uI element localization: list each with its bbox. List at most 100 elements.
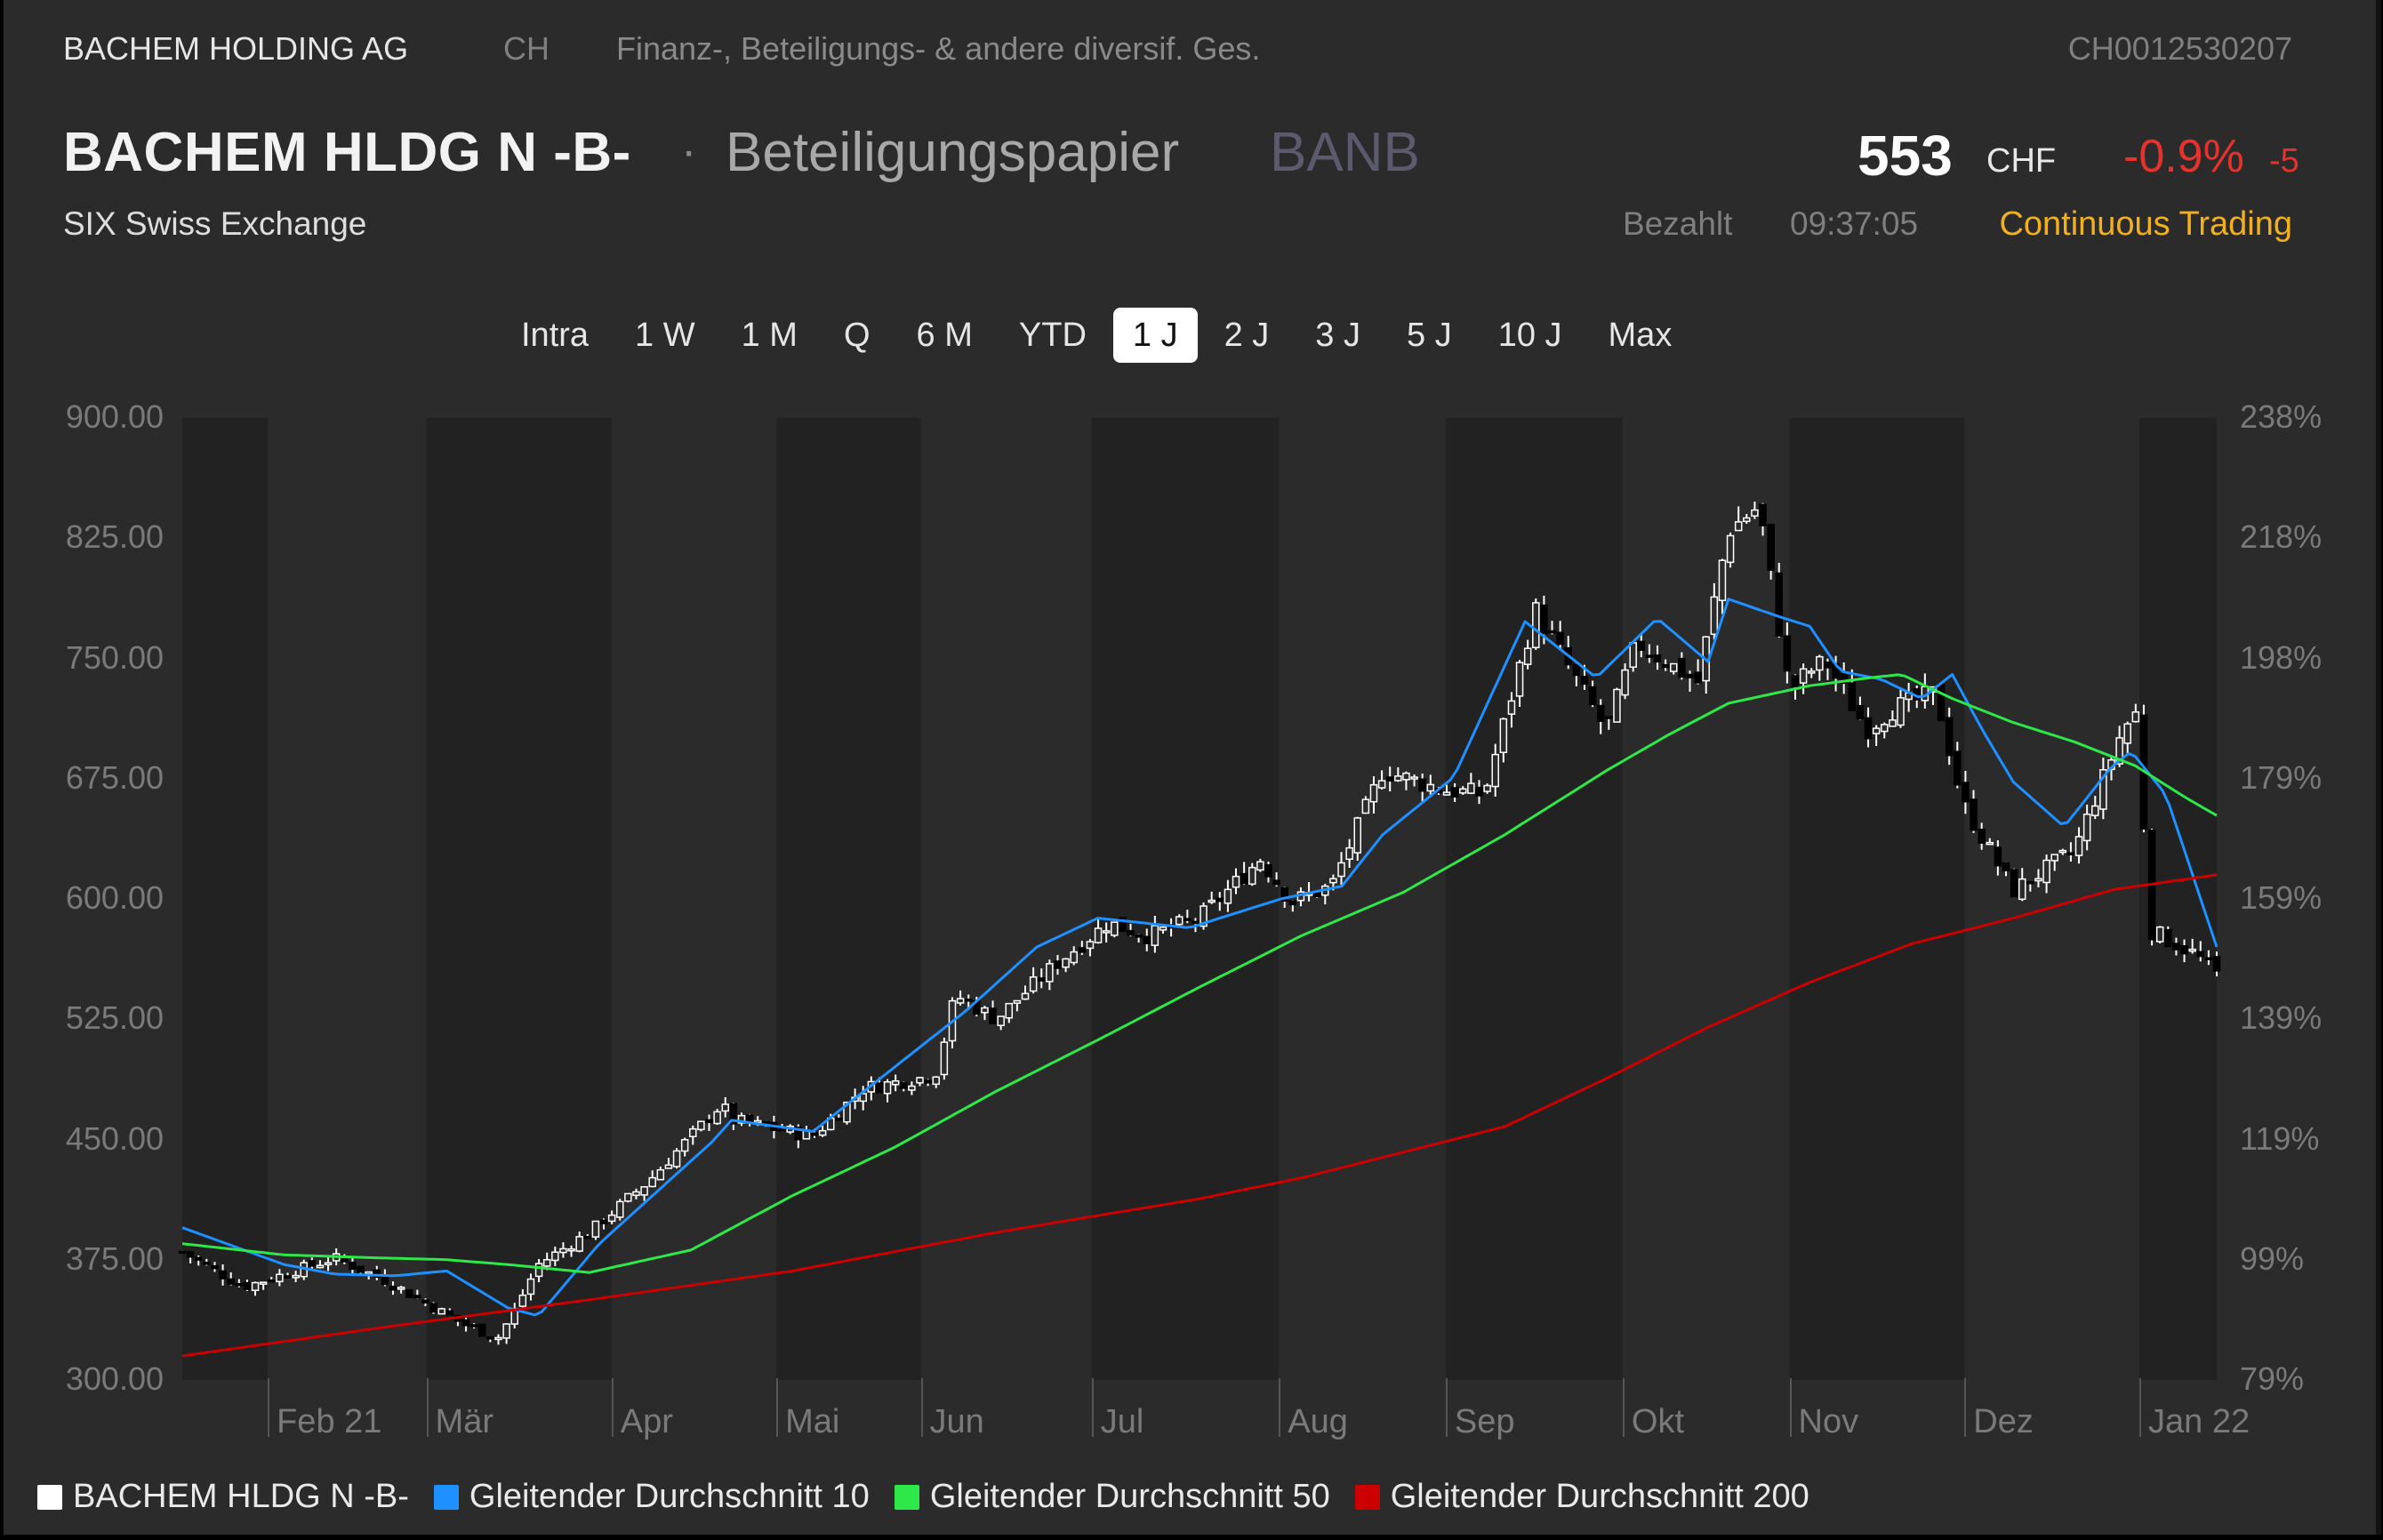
candle-down xyxy=(729,1103,738,1125)
x-tick-label: Jul xyxy=(1100,1403,1144,1440)
candle-up xyxy=(607,1214,616,1223)
month-band xyxy=(182,418,269,1380)
price-time: 09:37:05 xyxy=(1790,205,1919,242)
y-tick-label: 600.00 xyxy=(65,879,164,916)
candle-up xyxy=(664,1164,673,1169)
month-band xyxy=(611,418,777,1380)
candle-up xyxy=(397,1287,405,1290)
x-tick-label: Mai xyxy=(785,1403,840,1440)
legend-item-price[interactable]: BACHEM HLDG N -B- xyxy=(37,1478,409,1516)
month-band xyxy=(268,418,427,1380)
candle-down xyxy=(1791,675,1800,687)
candle-up xyxy=(721,1103,729,1112)
range-button-1w[interactable]: 1 W xyxy=(635,317,695,354)
candle-up xyxy=(1151,925,1159,946)
candle-down xyxy=(924,1079,932,1084)
legend-label: Gleitender Durchschnitt 10 xyxy=(469,1478,870,1515)
candle-up xyxy=(1102,930,1111,934)
candle-up xyxy=(615,1200,624,1218)
candle-up xyxy=(1986,841,1994,846)
change-percent: -0.9% xyxy=(2123,131,2244,182)
candle-up xyxy=(891,1080,900,1086)
candle-down xyxy=(268,1279,276,1283)
range-button-max[interactable]: Max xyxy=(1608,317,1673,354)
candle-up xyxy=(2131,711,2140,723)
range-button-q[interactable]: Q xyxy=(843,317,871,354)
candle-up xyxy=(1807,670,1816,674)
range-button-3j[interactable]: 3 J xyxy=(1315,317,1360,354)
candle-down xyxy=(1962,782,1970,803)
candle-up xyxy=(365,1271,373,1275)
candle-down xyxy=(1694,671,1702,684)
candle-down xyxy=(989,1007,997,1025)
candle-up xyxy=(1621,669,1629,696)
legend-swatch-icon xyxy=(433,1484,459,1510)
y-tick-label: 750.00 xyxy=(65,638,164,676)
candle-down xyxy=(478,1323,486,1337)
range-button-5j[interactable]: 5 J xyxy=(1407,317,1452,354)
candle-up xyxy=(292,1274,300,1279)
candle-down xyxy=(2172,942,2180,950)
candle-down xyxy=(705,1119,713,1124)
candle-down xyxy=(1840,672,1848,685)
candle-up xyxy=(713,1111,721,1125)
candle-up xyxy=(680,1139,689,1152)
candle-up xyxy=(1734,521,1743,532)
last-price: 553 xyxy=(1857,124,1953,188)
legend-label: BACHEM HLDG N -B- xyxy=(73,1478,409,1515)
candle-up xyxy=(656,1169,665,1181)
candle-up xyxy=(324,1262,333,1266)
candle-up xyxy=(1337,862,1345,878)
candle-down xyxy=(243,1281,252,1290)
range-button-6m[interactable]: 6 M xyxy=(916,317,973,354)
legend-item-ma200[interactable]: Gleitender Durchschnitt 200 xyxy=(1354,1478,1809,1516)
company-name: BACHEM HOLDING AG xyxy=(63,30,409,67)
legend-label: Gleitender Durchschnitt 50 xyxy=(929,1478,1330,1515)
candle-up xyxy=(1402,772,1410,781)
range-button-intra[interactable]: Intra xyxy=(521,317,590,354)
candle-down xyxy=(875,1082,884,1094)
range-button-1j[interactable]: 1 J xyxy=(1112,308,1198,363)
range-button-1m[interactable]: 1 M xyxy=(741,317,798,354)
candle-down xyxy=(583,1235,592,1239)
range-button-10j[interactable]: 10 J xyxy=(1497,317,1562,354)
candle-up xyxy=(1507,700,1516,715)
candle-down xyxy=(1824,662,1832,669)
candle-up xyxy=(1377,780,1386,789)
price-chart[interactable] xyxy=(4,0,2376,1535)
candle-down xyxy=(1288,900,1297,906)
x-tick-label: Feb 21 xyxy=(277,1403,382,1440)
x-tick xyxy=(776,1378,779,1437)
range-button-ytd[interactable]: YTD xyxy=(1018,317,1087,354)
range-button-2j[interactable]: 2 J xyxy=(1224,317,1270,354)
x-tick xyxy=(1622,1378,1625,1437)
candle-up xyxy=(1499,718,1508,753)
candle-down xyxy=(810,1132,819,1136)
candle-down xyxy=(1759,503,1767,526)
candle-down xyxy=(194,1256,203,1261)
candle-down xyxy=(2026,881,2034,885)
legend-item-ma10[interactable]: Gleitender Durchschnitt 10 xyxy=(433,1478,870,1516)
candle-down xyxy=(1240,872,1248,885)
candle-up xyxy=(624,1192,632,1202)
candle-up xyxy=(1710,596,1719,636)
legend-item-ma50[interactable]: Gleitender Durchschnitt 50 xyxy=(894,1478,1330,1516)
candle-down xyxy=(1280,886,1288,902)
candle-down xyxy=(900,1082,908,1089)
x-tick-label: Okt xyxy=(1631,1403,1685,1440)
candle-up xyxy=(591,1220,600,1238)
candle-down xyxy=(211,1264,219,1270)
candle-up xyxy=(1410,776,1418,780)
candle-up xyxy=(1248,866,1256,886)
x-tick xyxy=(426,1378,429,1437)
y-tick-percent-label: 139% xyxy=(2240,999,2323,1037)
candle-up xyxy=(1889,719,1897,727)
candle-up xyxy=(2115,737,2123,765)
candle-down xyxy=(1127,929,1135,936)
candle-up xyxy=(1005,1002,1014,1019)
candle-up xyxy=(526,1278,535,1295)
candle-down xyxy=(1054,960,1062,969)
candle-up xyxy=(1232,875,1240,888)
x-tick-label: Jun xyxy=(929,1403,984,1440)
candle-up xyxy=(251,1281,260,1291)
